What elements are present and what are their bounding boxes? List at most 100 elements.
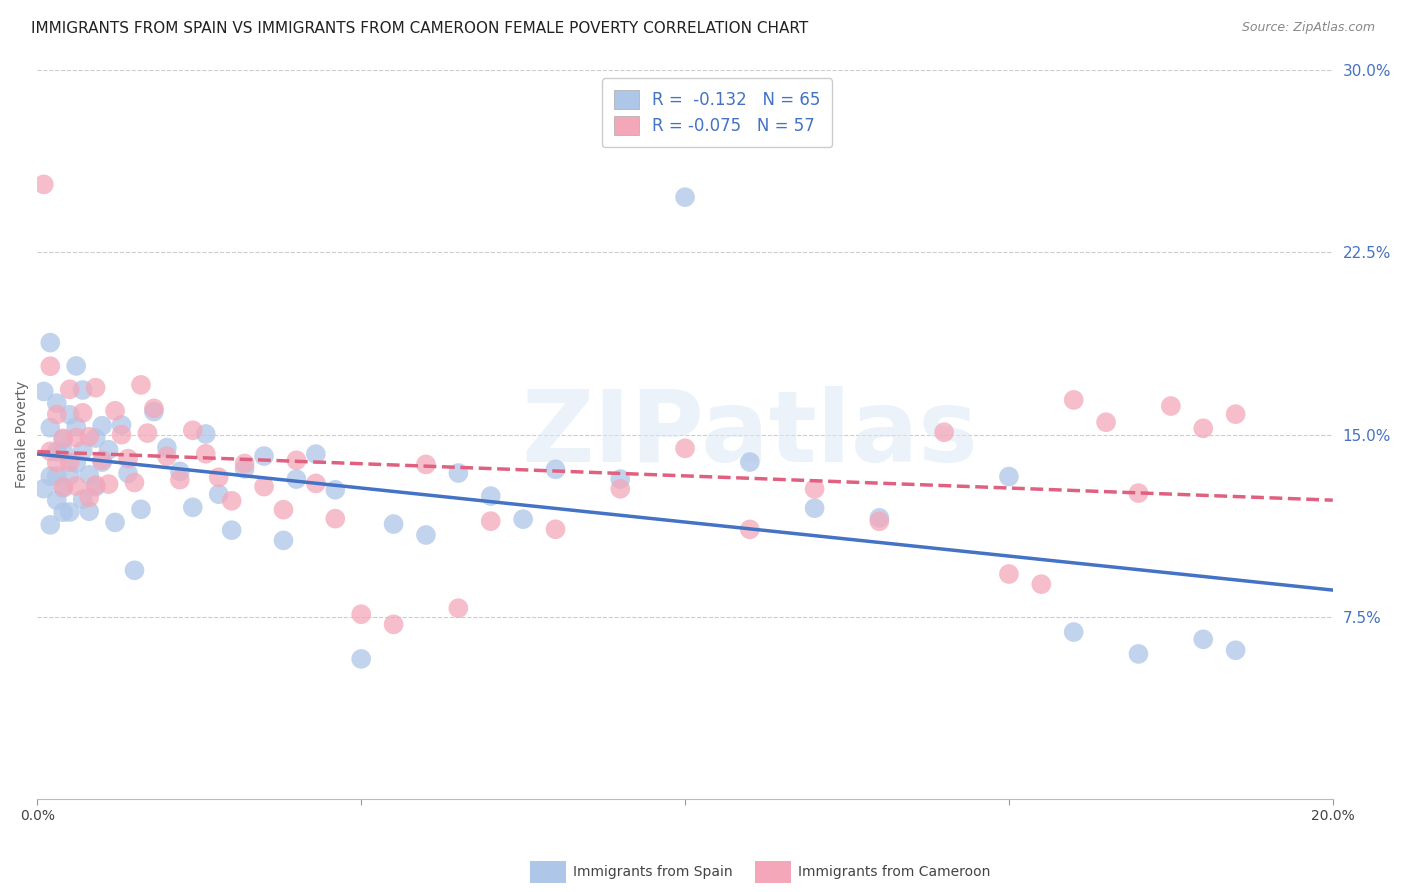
Point: [415, 458, 437, 472]
Y-axis label: Female Poverty: Female Poverty: [15, 381, 30, 488]
Point: [1192, 421, 1215, 435]
Point: [415, 528, 437, 542]
Point: [59, 408, 82, 422]
Point: [544, 462, 567, 476]
Point: [285, 472, 308, 486]
Point: [208, 487, 231, 501]
Point: [512, 512, 534, 526]
Point: [59, 455, 82, 469]
Point: [110, 427, 132, 442]
Point: [479, 514, 502, 528]
Point: [479, 489, 502, 503]
Point: [673, 442, 696, 456]
Point: [169, 473, 191, 487]
Point: [39, 335, 62, 350]
Point: [52, 431, 75, 445]
Point: [350, 652, 373, 666]
Point: [447, 466, 470, 480]
Point: [110, 417, 132, 432]
Point: [72, 406, 94, 420]
Point: [253, 480, 276, 494]
Point: [273, 533, 295, 548]
Point: [323, 483, 346, 497]
Point: [998, 469, 1021, 483]
Point: [45, 444, 67, 458]
Point: [84, 431, 107, 445]
Point: [72, 492, 94, 507]
Point: [181, 423, 204, 437]
Point: [52, 481, 75, 495]
Point: [32, 482, 55, 496]
Point: [59, 505, 82, 519]
Point: [77, 430, 100, 444]
Point: [447, 601, 470, 615]
Point: [305, 447, 328, 461]
Text: Source: ZipAtlas.com: Source: ZipAtlas.com: [1241, 21, 1375, 35]
Point: [323, 511, 346, 525]
Point: [39, 420, 62, 434]
Point: [1063, 625, 1085, 640]
Point: [97, 477, 120, 491]
Point: [52, 480, 75, 494]
Point: [1128, 486, 1150, 500]
Point: [59, 382, 82, 396]
Point: [129, 377, 152, 392]
Point: [609, 472, 631, 486]
Point: [868, 511, 890, 525]
Text: Immigrants from Spain: Immigrants from Spain: [572, 865, 733, 880]
Point: [72, 443, 94, 458]
Point: [1063, 392, 1085, 407]
Point: [169, 464, 191, 478]
Point: [194, 426, 217, 441]
Legend: R =  -0.132   N = 65, R = -0.075   N = 57: R = -0.132 N = 65, R = -0.075 N = 57: [602, 78, 832, 147]
Point: [72, 383, 94, 397]
Point: [142, 404, 165, 418]
Point: [65, 359, 87, 373]
Point: [1225, 407, 1247, 421]
Point: [59, 468, 82, 483]
Point: [77, 504, 100, 518]
Point: [45, 456, 67, 470]
Point: [91, 455, 114, 469]
Point: [45, 469, 67, 483]
Point: [104, 404, 127, 418]
Point: [803, 482, 825, 496]
Point: [1095, 415, 1118, 429]
Point: [65, 430, 87, 444]
Point: [124, 475, 146, 490]
Point: [253, 449, 276, 463]
Point: [65, 419, 87, 434]
Point: [738, 522, 761, 536]
Point: [382, 617, 405, 632]
Point: [52, 505, 75, 519]
Point: [1192, 632, 1215, 647]
Text: IMMIGRANTS FROM SPAIN VS IMMIGRANTS FROM CAMEROON FEMALE POVERTY CORRELATION CHA: IMMIGRANTS FROM SPAIN VS IMMIGRANTS FROM…: [31, 21, 808, 37]
Point: [350, 607, 373, 622]
Point: [998, 567, 1021, 582]
Point: [208, 470, 231, 484]
Point: [142, 401, 165, 416]
Text: Immigrants from Cameroon: Immigrants from Cameroon: [797, 865, 990, 880]
Point: [97, 442, 120, 457]
Point: [305, 476, 328, 491]
Point: [129, 502, 152, 516]
Point: [39, 359, 62, 374]
Point: [117, 451, 139, 466]
Point: [91, 453, 114, 467]
Point: [39, 444, 62, 458]
Point: [136, 426, 159, 441]
Point: [609, 482, 631, 496]
Point: [32, 384, 55, 399]
Point: [45, 408, 67, 422]
Point: [868, 514, 890, 528]
Point: [803, 501, 825, 516]
Point: [1128, 647, 1150, 661]
Point: [117, 467, 139, 481]
Point: [77, 467, 100, 482]
Point: [1160, 399, 1182, 413]
Point: [544, 522, 567, 536]
Point: [233, 462, 256, 476]
Point: [1225, 643, 1247, 657]
Point: [45, 493, 67, 508]
Point: [32, 178, 55, 192]
